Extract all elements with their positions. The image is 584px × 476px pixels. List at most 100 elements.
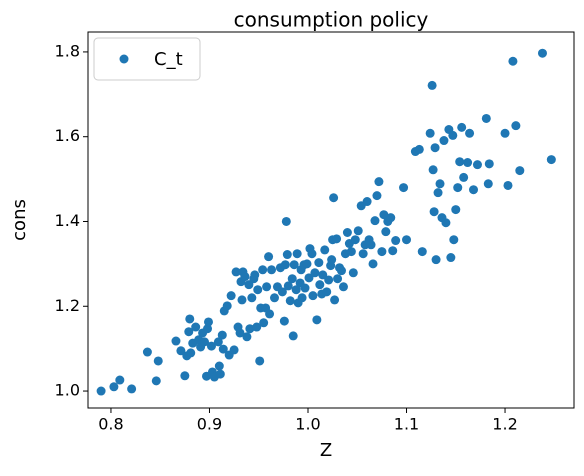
scatter-point — [338, 282, 348, 292]
y-axis-label: cons — [9, 199, 30, 241]
scatter-point — [277, 287, 287, 297]
scatter-point — [231, 267, 241, 277]
legend-label: C_t — [154, 49, 183, 70]
scatter-point — [255, 356, 265, 366]
scatter-point — [324, 275, 334, 285]
scatter-point — [336, 266, 346, 276]
scatter-point — [314, 258, 324, 268]
scatter-point — [115, 375, 125, 385]
scatter-point — [459, 172, 469, 182]
plot-frame — [87, 31, 575, 409]
scatter-point — [368, 259, 378, 269]
scatter-point — [348, 268, 358, 278]
legend-box — [93, 37, 201, 81]
scatter-point — [333, 274, 343, 284]
scatter-point — [370, 216, 380, 226]
scatter-point — [250, 270, 260, 280]
scatter-point — [508, 56, 518, 66]
scatter-point — [455, 157, 465, 167]
scatter-point — [247, 293, 257, 303]
scatter-point — [332, 234, 342, 244]
scatter-point — [259, 318, 269, 328]
scatter-point — [242, 332, 252, 342]
scatter-point — [431, 255, 441, 265]
scatter-point — [214, 361, 224, 371]
scatter-point — [353, 226, 363, 236]
scatter-point — [217, 330, 227, 340]
scatter-point — [428, 165, 438, 175]
scatter-point — [142, 347, 152, 357]
scatter-point — [265, 309, 275, 319]
scatter-point — [127, 384, 137, 394]
chart-title: consumption policy — [234, 8, 429, 32]
scatter-point — [417, 247, 427, 257]
scatter-point — [372, 191, 382, 201]
y-tick-label: 1.0 — [55, 381, 80, 400]
scatter-point — [318, 270, 328, 280]
scatter-point — [200, 337, 210, 347]
scatter-point — [307, 249, 317, 259]
scatter-point — [171, 336, 181, 346]
x-tick-label: 1.2 — [492, 415, 517, 434]
scatter-point — [215, 369, 225, 379]
scatter-point — [292, 249, 302, 259]
scatter-point — [388, 246, 398, 256]
scatter-point — [448, 130, 458, 140]
scatter-point — [289, 260, 299, 270]
scatter-point — [463, 158, 473, 168]
scatter-point — [449, 235, 459, 245]
x-tick-label: 0.9 — [197, 415, 222, 434]
scatter-point — [283, 281, 293, 291]
scatter-point — [500, 128, 510, 138]
scatter-point — [264, 252, 274, 262]
scatter-point — [546, 155, 556, 165]
scatter-point — [346, 247, 356, 257]
scatter-point — [244, 280, 254, 290]
scatter-point — [430, 143, 440, 153]
scatter-point — [429, 207, 439, 217]
scatter-point — [288, 331, 298, 341]
scatter-point — [402, 235, 412, 245]
scatter-point — [291, 285, 301, 295]
scatter-point — [297, 293, 307, 303]
scatter-point — [425, 128, 435, 138]
scatter-point — [414, 144, 424, 154]
scatter-point — [184, 327, 194, 337]
scatter-point — [327, 255, 337, 265]
scatter-point — [320, 245, 330, 255]
scatter-point — [304, 273, 314, 283]
scatter-point — [281, 216, 291, 226]
scatter-point — [362, 197, 372, 207]
scatter-point — [300, 283, 310, 293]
scatter-point — [386, 213, 396, 223]
scatter-point — [258, 265, 268, 275]
scatter-point — [229, 345, 239, 355]
scatter-point — [312, 315, 322, 325]
scatter-point — [453, 183, 463, 193]
scatter-point — [237, 295, 247, 305]
y-tick-label: 1.4 — [55, 211, 80, 230]
scatter-point — [253, 285, 263, 295]
y-tick-label: 1.2 — [55, 296, 80, 315]
scatter-point — [280, 260, 290, 270]
legend-marker — [119, 54, 129, 64]
scatter-point — [433, 188, 443, 198]
scatter-point — [151, 376, 161, 386]
scatter-point — [469, 185, 479, 195]
scatter-point — [374, 177, 384, 187]
scatter-point — [366, 240, 376, 250]
scatter-point — [252, 322, 262, 332]
scatter-point — [262, 282, 272, 292]
scatter-point — [203, 317, 213, 327]
scatter-point — [391, 236, 401, 246]
scatter-point — [330, 295, 340, 305]
scatter-point — [203, 324, 213, 334]
scatter-point — [302, 259, 312, 269]
scatter-point — [358, 249, 368, 259]
scatter-point — [186, 348, 196, 358]
scatter-point — [503, 180, 513, 190]
scatter-point — [484, 159, 494, 169]
x-axis-label: Z — [320, 440, 332, 461]
scatter-point — [282, 250, 292, 260]
scatter-point — [451, 205, 461, 215]
